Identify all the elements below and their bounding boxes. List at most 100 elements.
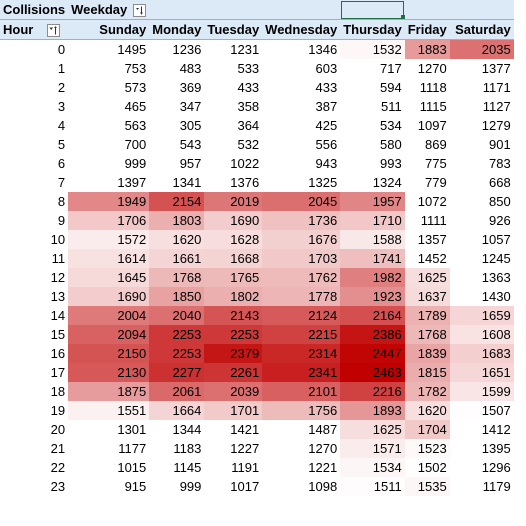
collision-count-cell[interactable]: 1111 [404,211,450,230]
weekday-header-wednesday[interactable]: Wednesday [262,19,341,40]
collision-count-cell[interactable]: 2101 [262,382,341,401]
collision-count-cell[interactable]: 1363 [449,268,514,287]
collision-count-cell[interactable]: 1704 [404,420,450,439]
hour-label[interactable]: 17 [0,363,69,382]
collision-count-cell[interactable]: 603 [262,59,341,78]
collision-count-cell[interactable]: 1637 [404,287,450,306]
collision-count-cell[interactable]: 753 [68,59,150,78]
selected-cell[interactable] [340,0,405,20]
collision-count-cell[interactable]: 1620 [149,230,205,249]
collision-count-cell[interactable]: 1421 [204,420,263,439]
collision-count-cell[interactable]: 1452 [404,249,450,268]
collision-count-cell[interactable]: 358 [204,97,263,116]
collision-count-cell[interactable]: 1572 [68,230,150,249]
weekday-header-friday[interactable]: Friday [404,19,450,40]
collision-count-cell[interactable]: 1765 [204,268,263,287]
collision-count-cell[interactable]: 1534 [340,458,405,477]
collision-count-cell[interactable]: 1659 [449,306,514,325]
collision-count-cell[interactable]: 1511 [340,477,405,496]
collision-count-cell[interactable]: 1703 [262,249,341,268]
collision-count-cell[interactable]: 1072 [404,192,450,211]
collision-count-cell[interactable]: 1115 [404,97,450,116]
collision-count-cell[interactable]: 1098 [262,477,341,496]
collision-count-cell[interactable]: 433 [204,78,263,97]
collision-count-cell[interactable]: 1183 [149,439,205,458]
collision-count-cell[interactable]: 1625 [404,268,450,287]
collision-count-cell[interactable]: 1118 [404,78,450,97]
collision-count-cell[interactable]: 1875 [68,382,150,401]
collision-count-cell[interactable]: 2277 [149,363,205,382]
collision-count-cell[interactable]: 1802 [204,287,263,306]
collision-count-cell[interactable]: 2379 [204,344,263,363]
collision-count-cell[interactable]: 1957 [340,192,405,211]
collision-count-cell[interactable]: 573 [68,78,150,97]
collision-count-cell[interactable]: 1768 [404,325,450,344]
collision-count-cell[interactable]: 943 [262,154,341,173]
collision-count-cell[interactable]: 1839 [404,344,450,363]
hour-label[interactable]: 18 [0,382,69,401]
blank-header-cell[interactable] [149,0,205,20]
hour-label[interactable]: 3 [0,97,69,116]
collision-count-cell[interactable]: 1097 [404,116,450,135]
collision-count-cell[interactable]: 1982 [340,268,405,287]
collision-count-cell[interactable]: 305 [149,116,205,135]
column-filter-button[interactable] [133,4,147,18]
hour-label[interactable]: 1 [0,59,69,78]
collision-count-cell[interactable]: 2447 [340,344,405,363]
collision-count-cell[interactable]: 2143 [204,306,263,325]
collision-count-cell[interactable]: 580 [340,135,405,154]
collision-count-cell[interactable]: 1022 [204,154,263,173]
collision-count-cell[interactable]: 869 [404,135,450,154]
hour-label[interactable]: 13 [0,287,69,306]
collision-count-cell[interactable]: 1645 [68,268,150,287]
collision-count-cell[interactable]: 2386 [340,325,405,344]
collision-count-cell[interactable]: 999 [149,477,205,496]
collision-count-cell[interactable]: 1171 [449,78,514,97]
collision-count-cell[interactable]: 563 [68,116,150,135]
collision-count-cell[interactable]: 999 [68,154,150,173]
collision-count-cell[interactable]: 1625 [340,420,405,439]
collision-count-cell[interactable]: 1588 [340,230,405,249]
collision-count-cell[interactable]: 2130 [68,363,150,382]
collision-count-cell[interactable]: 2094 [68,325,150,344]
collision-count-cell[interactable]: 1325 [262,173,341,192]
collision-count-cell[interactable]: 1507 [449,401,514,420]
collision-count-cell[interactable]: 364 [204,116,263,135]
collision-count-cell[interactable]: 1608 [449,325,514,344]
collision-count-cell[interactable]: 369 [149,78,205,97]
collision-count-cell[interactable]: 1015 [68,458,150,477]
collision-count-cell[interactable]: 2004 [68,306,150,325]
collision-count-cell[interactable]: 2039 [204,382,263,401]
collision-count-cell[interactable]: 2150 [68,344,150,363]
collision-count-cell[interactable]: 1324 [340,173,405,192]
collision-count-cell[interactable]: 2253 [204,325,263,344]
collision-count-cell[interactable]: 1664 [149,401,205,420]
collision-count-cell[interactable]: 1357 [404,230,450,249]
collision-count-cell[interactable]: 2341 [262,363,341,382]
collision-count-cell[interactable]: 533 [204,59,263,78]
collision-count-cell[interactable]: 1127 [449,97,514,116]
values-field-label[interactable]: Collisions [0,0,69,20]
hour-label[interactable]: 7 [0,173,69,192]
collision-count-cell[interactable]: 1628 [204,230,263,249]
collision-count-cell[interactable]: 1949 [68,192,150,211]
collision-count-cell[interactable]: 1395 [449,439,514,458]
hour-label[interactable]: 8 [0,192,69,211]
collision-count-cell[interactable]: 1495 [68,39,150,59]
hour-label[interactable]: 15 [0,325,69,344]
collision-count-cell[interactable]: 425 [262,116,341,135]
collision-count-cell[interactable]: 483 [149,59,205,78]
collision-count-cell[interactable]: 1231 [204,39,263,59]
collision-count-cell[interactable]: 1683 [449,344,514,363]
hour-label[interactable]: 14 [0,306,69,325]
collision-count-cell[interactable]: 1782 [404,382,450,401]
collision-count-cell[interactable]: 1883 [404,39,450,59]
collision-count-cell[interactable]: 2253 [149,325,205,344]
weekday-header-thursday[interactable]: Thursday [340,19,405,40]
row-field-label[interactable]: Hour [0,19,69,40]
collision-count-cell[interactable]: 1236 [149,39,205,59]
hour-label[interactable]: 6 [0,154,69,173]
hour-label[interactable]: 23 [0,477,69,496]
collision-count-cell[interactable]: 1535 [404,477,450,496]
collision-count-cell[interactable]: 1341 [149,173,205,192]
